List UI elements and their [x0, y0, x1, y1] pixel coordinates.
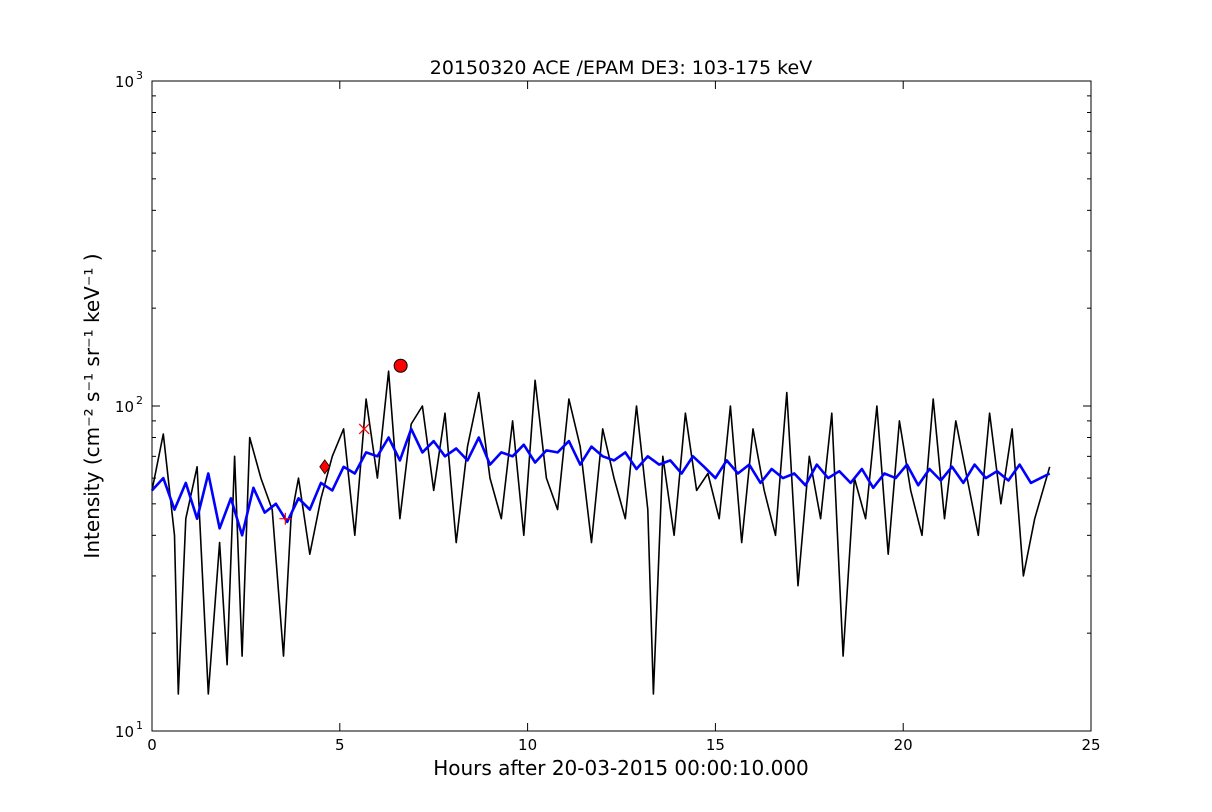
x-tick-label: 10 [518, 736, 537, 754]
x-tick-label: 15 [706, 736, 725, 754]
y-tick-exponent: 3 [136, 69, 143, 82]
marker-layer [279, 358, 408, 525]
plot-area [151, 358, 1051, 695]
x-tick-label: 20 [894, 736, 913, 754]
y-axis-label: Intensity (cm⁻² s⁻¹ sr⁻¹ keV⁻¹ ) [80, 253, 104, 558]
y-tick-label: 10 [115, 398, 134, 416]
y-tick-exponent: 2 [136, 394, 143, 407]
chart-title: 20150320 ACE /EPAM DE3: 103-175 keV [430, 57, 812, 79]
marker-circle [393, 358, 408, 373]
series-layer [151, 370, 1051, 695]
marker-plus [279, 512, 292, 525]
marker-diamond [319, 459, 331, 475]
x-tick-label: 25 [1081, 736, 1100, 754]
x-tick-label: 0 [147, 736, 157, 754]
y-tick-label: 10 [115, 73, 134, 91]
series-line-black-raw [151, 370, 1051, 695]
marker-x [358, 423, 370, 435]
x-tick-label: 5 [335, 736, 345, 754]
x-axis-label: Hours after 20-03-2015 00:00:10.000 [433, 756, 809, 780]
series-line-blue-average [151, 427, 1051, 537]
y-tick-exponent: 1 [136, 719, 143, 732]
y-tick-label: 10 [115, 723, 134, 741]
